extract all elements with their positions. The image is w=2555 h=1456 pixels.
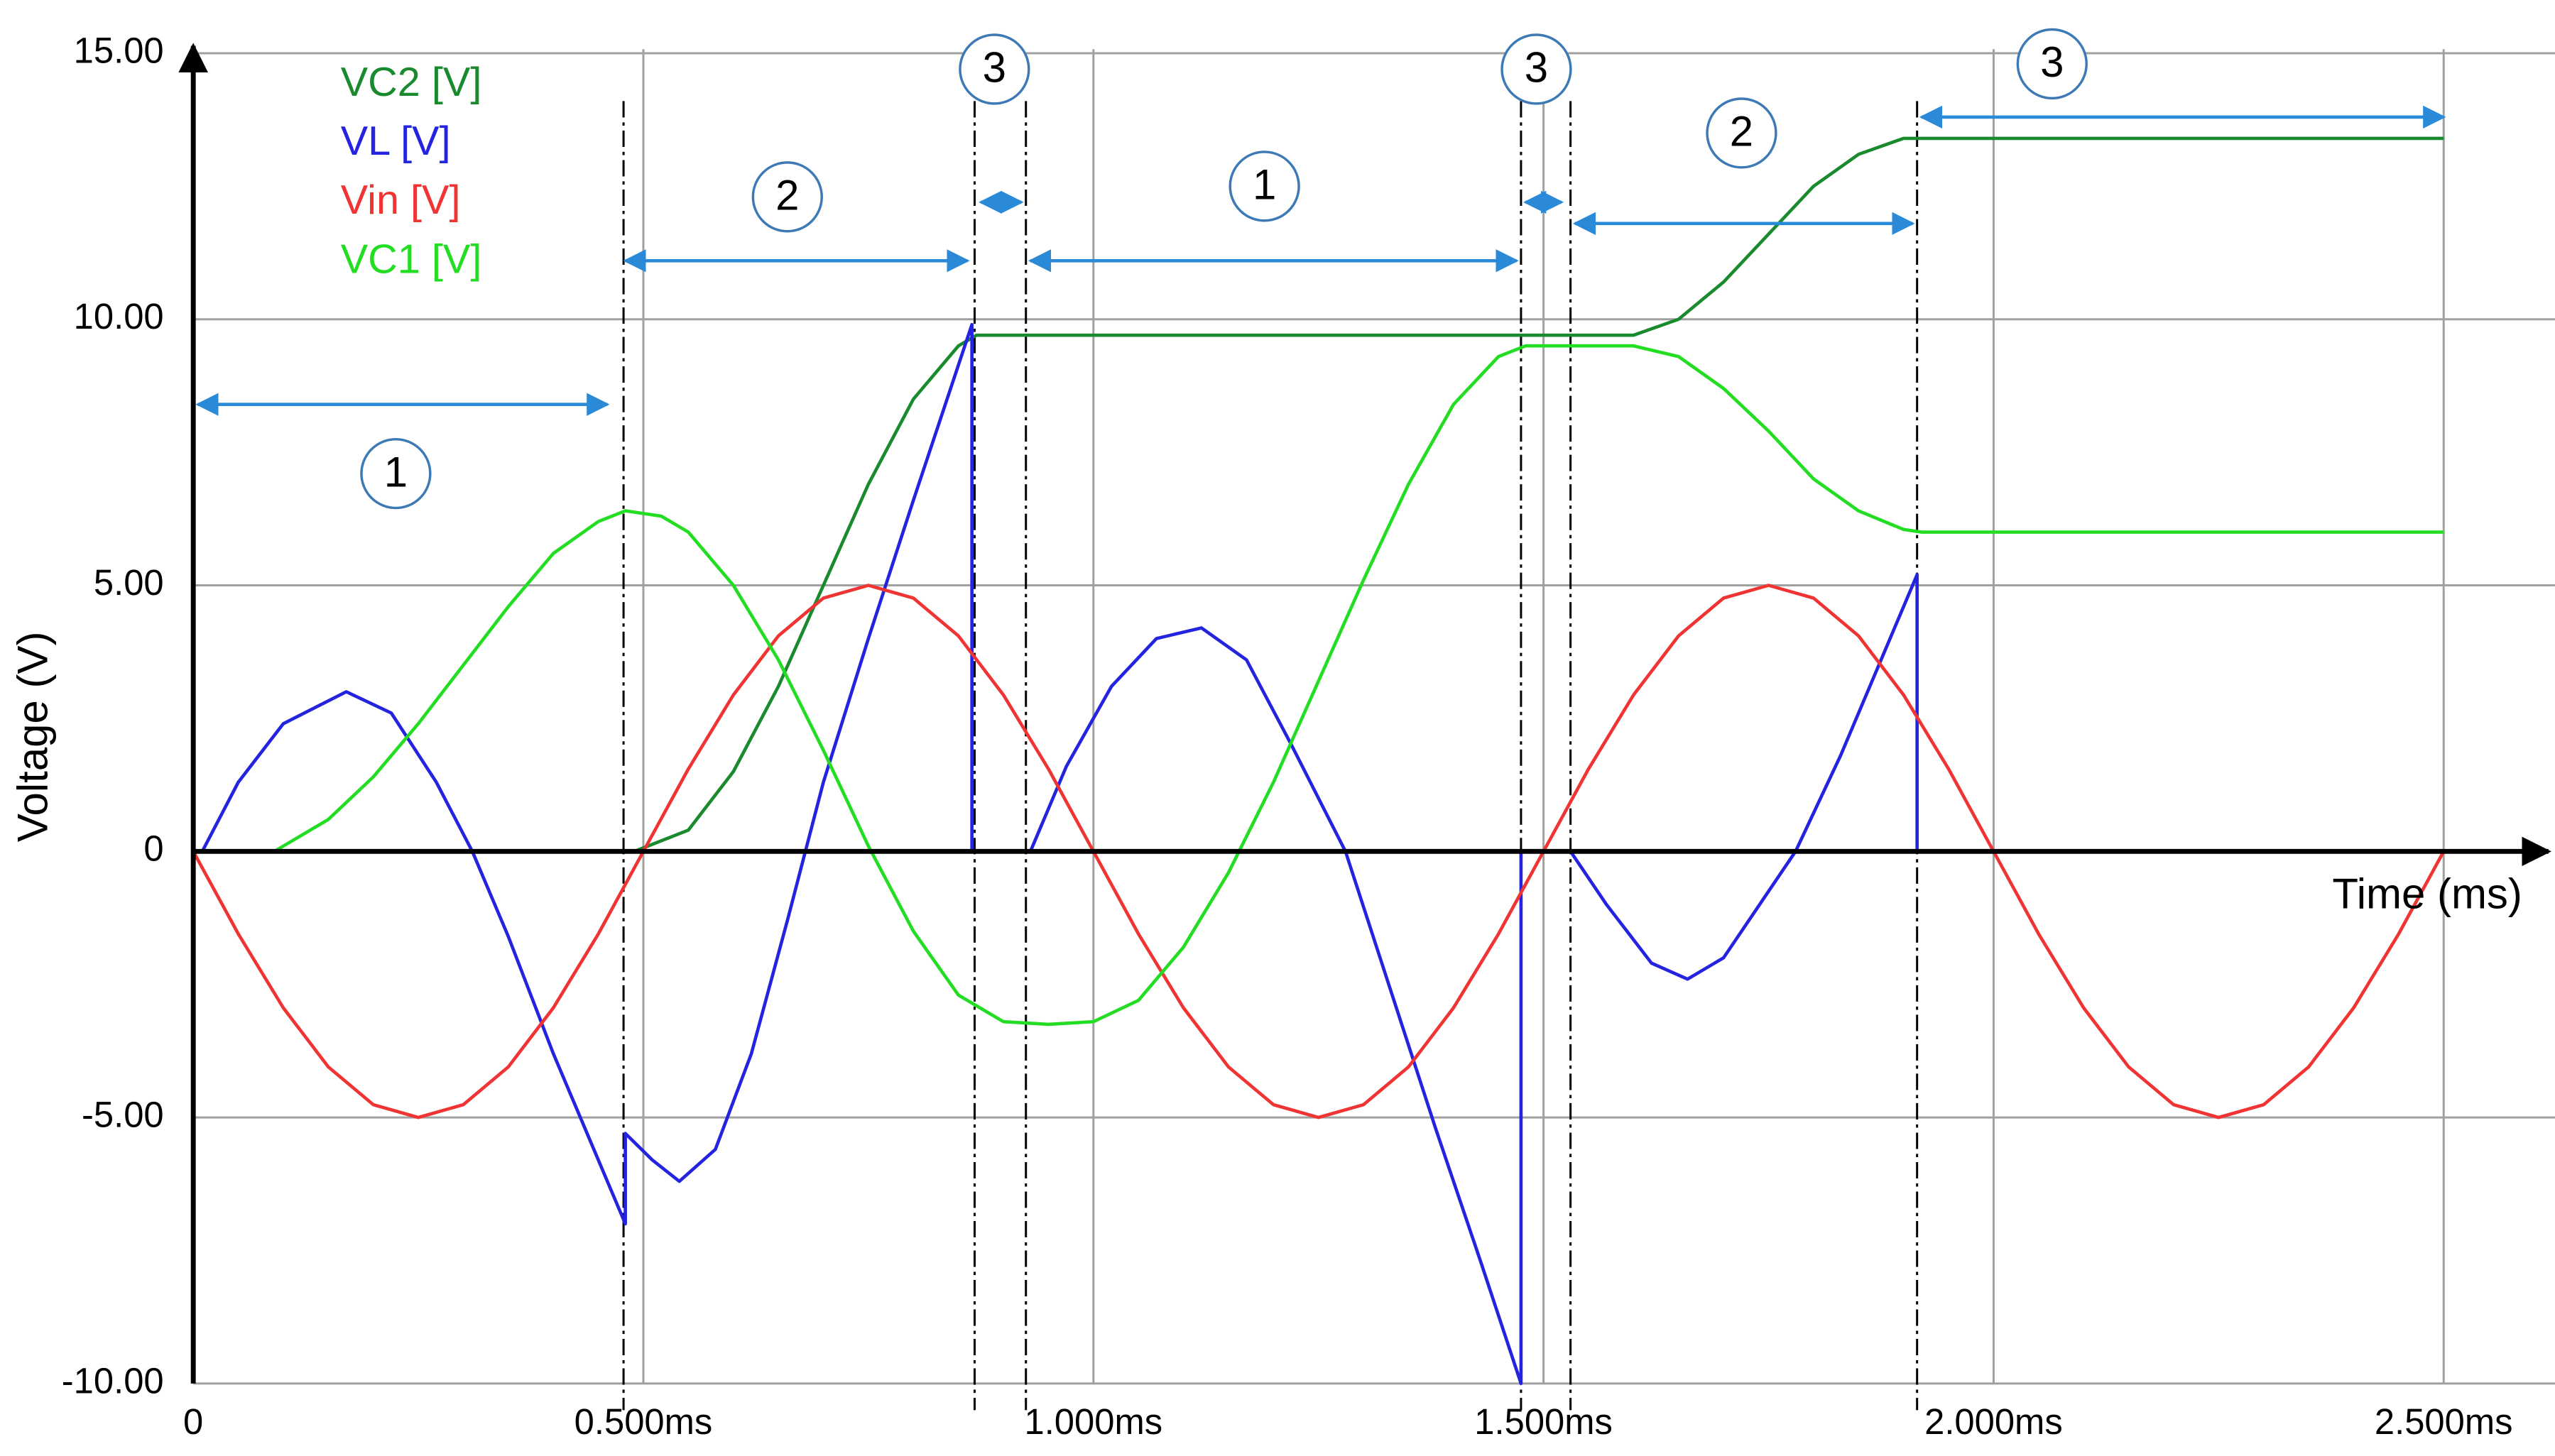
annotation-label: 1: [384, 448, 408, 496]
x-tick-label: 1.500ms: [1474, 1401, 1613, 1442]
legend-entry: VC2 [V]: [341, 60, 482, 105]
annotation-circle: [2016, 28, 2088, 100]
y-tick-label: 5.00: [94, 562, 164, 603]
series-line: [200, 322, 2444, 1386]
annotation-label: 3: [983, 44, 1006, 92]
annotation-label: 3: [2040, 38, 2064, 86]
annotation-circle: [1500, 33, 1572, 105]
y-axis-label: Voltage (V): [9, 632, 57, 843]
x-tick-label: 2.500ms: [2375, 1401, 2513, 1442]
annotation-circle: [1229, 150, 1300, 222]
annotation-label: 2: [775, 171, 799, 219]
y-tick-label: 0: [143, 828, 163, 869]
x-axis-label: Time (ms): [2332, 870, 2522, 918]
series-lines: [192, 136, 2446, 1386]
x-tick-label: 1.000ms: [1024, 1401, 1162, 1442]
axes: 15.00 10.00 5.00 0 -5.00 -10.00 0 0.500ms 1.000m…: [62, 30, 2551, 1442]
legend-entry: Vin [V]: [341, 177, 461, 223]
x-tick-label: 0: [183, 1401, 203, 1442]
annotation-circle: [959, 33, 1030, 105]
series-line: [273, 344, 2444, 1027]
annotation-circle: [751, 161, 823, 233]
annotation-circle: [1706, 97, 1777, 169]
y-tick-label: 10.00: [74, 296, 164, 336]
y-tick-label: -10.00: [62, 1360, 164, 1401]
annotation-label: 1: [1253, 161, 1276, 209]
y-tick-label: 15.00: [74, 30, 164, 70]
annotation-circle: [360, 437, 432, 510]
legend: VC2 [V] VL [V] Vin [V] VC1 [V]: [341, 60, 482, 282]
grid: [193, 49, 2555, 1385]
x-tick-label: 0.500ms: [574, 1401, 713, 1442]
y-tick-label: -5.00: [82, 1095, 164, 1135]
x-tick-label: 2.000ms: [1924, 1401, 2063, 1442]
annotation-label: 3: [1525, 44, 1548, 92]
series-line: [633, 136, 2444, 853]
annotations: 1 2 3 1 3 2 3: [195, 28, 2446, 510]
annotation-label: 2: [1730, 108, 1753, 155]
legend-entry: VL [V]: [341, 119, 451, 164]
legend-entry: VC1 [V]: [341, 236, 482, 282]
series-line: [192, 584, 2446, 1120]
phase-lines: [622, 101, 1919, 1411]
